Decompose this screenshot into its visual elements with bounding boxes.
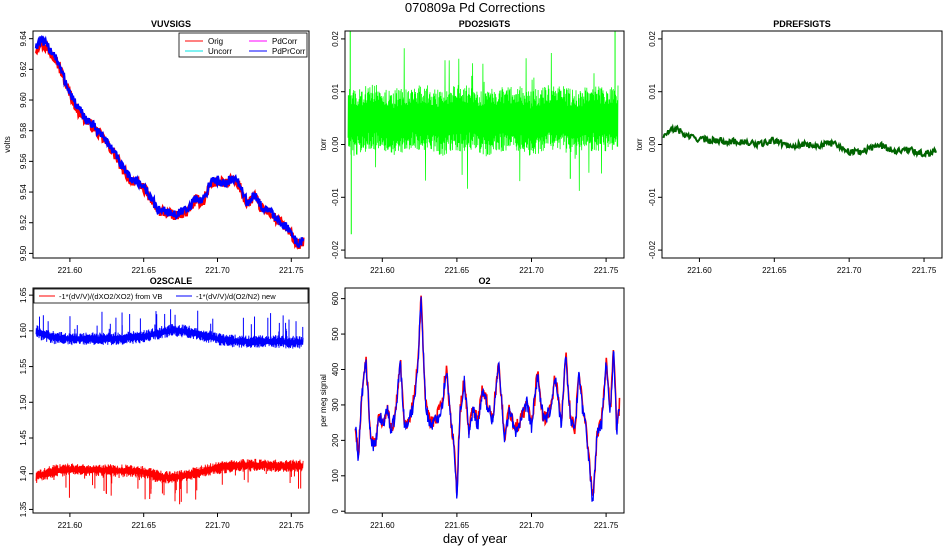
y-tick-label: 300 (331, 398, 340, 412)
series-line (34, 34, 305, 248)
y-tick-label: 100 (331, 469, 340, 483)
x-tick-label: 221.65 (445, 521, 470, 530)
legend-label: PdCorr (272, 37, 298, 46)
y-tick-label: -0.02 (331, 240, 340, 259)
x-tick-label: 221.75 (594, 521, 619, 530)
series-line (354, 296, 621, 502)
y-tick-label: 0.01 (331, 83, 340, 99)
y-tick-label: 9.60 (19, 92, 28, 108)
y-tick-label: 0.00 (648, 136, 657, 152)
x-tick-label: 221.75 (279, 521, 304, 530)
y-tick-label: -0.01 (331, 188, 340, 207)
legend-box (178, 32, 308, 58)
x-tick-label: 221.70 (837, 266, 862, 275)
x-tick-label: 221.65 (131, 266, 156, 275)
y-tick-label: 1.55 (19, 358, 28, 374)
series-line (35, 324, 304, 349)
page-title: 070809a Pd Corrections (404, 0, 546, 15)
y-axis-label: torr (635, 138, 644, 150)
x-tick-label: 221.70 (205, 266, 230, 275)
y-axis-label: volts (3, 136, 12, 152)
series-line (35, 458, 304, 484)
plot-frame (32, 30, 310, 259)
x-tick-label: 221.60 (687, 266, 712, 275)
y-tick-label: -0.01 (648, 188, 657, 207)
chart-title: O2SCALE (150, 276, 193, 286)
chart-title: PDREFSIGTS (773, 19, 831, 29)
y-tick-label: 9.58 (19, 122, 28, 138)
x-tick-label: 221.70 (519, 266, 544, 275)
y-tick-label: 0.02 (648, 31, 657, 47)
y-tick-label: 1.40 (19, 465, 28, 481)
panel-o2: O2 221.60 221.65 221.70 221.75 0 100 200 300 400 5… (319, 276, 625, 530)
y-tick-label: 9.62 (19, 61, 28, 77)
y-tick-label: 1.50 (19, 394, 28, 410)
y-tick-label: 9.50 (19, 245, 28, 261)
plot-area (34, 34, 305, 251)
y-tick-label: 0 (331, 508, 340, 513)
plot-frame (344, 287, 625, 514)
plot-area (662, 123, 937, 159)
y-tick-label: 400 (331, 362, 340, 376)
x-tick-label: 221.75 (279, 266, 304, 275)
x-tick-label: 221.65 (762, 266, 787, 275)
x-tick-label: 221.75 (594, 266, 619, 275)
x-axis-title: day of year (442, 531, 508, 546)
y-tick-label: 9.64 (19, 30, 28, 46)
plot-area (354, 295, 621, 502)
x-tick-label: 221.60 (370, 521, 395, 530)
y-axis-label: per meg signal (319, 374, 328, 427)
x-tick-label: 221.70 (519, 521, 544, 530)
legend-label: -1*(dV/V)/(dXO2/XO2) from VB (59, 292, 162, 301)
legend-label: Orig (208, 37, 223, 46)
x-tick-label: 221.60 (58, 521, 83, 530)
y-tick-label: 9.52 (19, 214, 28, 230)
chart-title: VUVSIGS (151, 19, 191, 29)
plot-area (35, 309, 304, 505)
panel-pdrefsigts: PDREFSIGTS 221.60 221.65 221.70 221.75 -0.02 -… (635, 19, 943, 275)
x-tick-label: 221.65 (131, 521, 156, 530)
legend-label: PdPrCorr (272, 47, 306, 56)
chart-title: PDO2SIGTS (459, 19, 511, 29)
y-tick-label: -0.02 (648, 240, 657, 259)
x-tick-label: 221.60 (370, 266, 395, 275)
chart-title: O2 (478, 276, 490, 286)
y-tick-label: 9.56 (19, 153, 28, 169)
panel-o2scale: O2SCALE 221.60 221.65 221.70 221.75 1.35 1.40 1… (19, 276, 310, 530)
y-tick-label: 1.65 (19, 287, 28, 303)
panel-pdo2sigts: PDO2SIGTS 221.60 221.65 221.70 221.75 -0.02 -0… (319, 19, 625, 275)
y-tick-label: 1.45 (19, 430, 28, 446)
y-tick-label: 200 (331, 433, 340, 447)
x-tick-label: 221.70 (205, 521, 230, 530)
x-tick-label: 221.75 (912, 266, 937, 275)
y-axis-label: torr (319, 138, 328, 150)
y-tick-label: 0.00 (331, 136, 340, 152)
series-line (354, 295, 621, 496)
series-line (662, 123, 937, 159)
y-tick-label: 600 (331, 291, 340, 305)
panel-vuvsigs: VUVSIGS 221.60 221.65 221.70 221.75 9.50 9.52 9… (3, 19, 310, 275)
legend-label: Uncorr (208, 47, 232, 56)
y-tick-label: 1.60 (19, 323, 28, 339)
plot-area (347, 31, 619, 235)
y-tick-label: 0.02 (331, 31, 340, 47)
legend-label: -1*(dV/V)/d(O2/N2) new (196, 292, 276, 301)
y-tick-label: 0.01 (648, 83, 657, 99)
series-line (347, 48, 619, 191)
x-tick-label: 221.65 (445, 266, 470, 275)
series-line (34, 38, 305, 251)
x-tick-label: 221.60 (58, 266, 83, 275)
y-tick-label: 500 (331, 327, 340, 341)
y-tick-label: 1.35 (19, 501, 28, 517)
legend-box (33, 288, 309, 304)
y-tick-label: 9.54 (19, 184, 28, 200)
plot-frame (32, 287, 310, 514)
